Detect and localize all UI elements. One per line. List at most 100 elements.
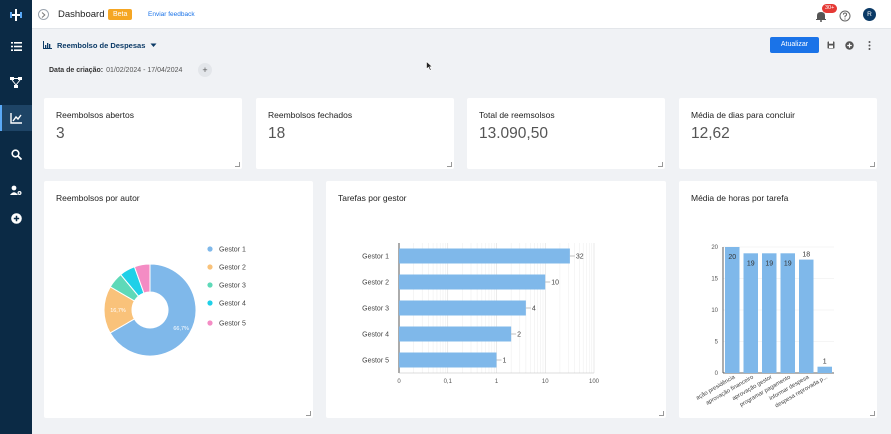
kpi-value: 3 xyxy=(56,125,65,142)
x-tick-label: 10 xyxy=(542,379,549,385)
legend-marker xyxy=(207,282,213,288)
chart-card-vbar: Média de horas por tarefa 0 5 10 15 20 20 ação… xyxy=(679,181,877,418)
search-icon xyxy=(10,148,22,160)
y-tick-label: Gestor 5 xyxy=(362,358,389,365)
legend-label: Gestor 3 xyxy=(219,283,246,290)
legend-marker xyxy=(207,320,213,326)
legend-label: Gestor 4 xyxy=(219,301,246,308)
notifications-button[interactable] xyxy=(815,9,827,22)
more-options-button[interactable] xyxy=(863,39,875,51)
bar-data-label: 32 xyxy=(576,254,584,261)
kpi-value: 12,62 xyxy=(691,125,730,142)
sidebar-item-reports[interactable] xyxy=(0,105,32,131)
x-tick-label: 0,1 xyxy=(444,379,453,385)
kpi-title: Reembolsos abertos xyxy=(56,110,134,120)
kpi-card-average-days: Média de dias para concluir 12,62 xyxy=(679,98,877,169)
sidebar-item-users[interactable] xyxy=(0,177,32,203)
update-button[interactable]: Atualizar xyxy=(770,37,819,53)
chart-title: Média de horas por tarefa xyxy=(691,193,789,203)
filter-label: Data de criação: xyxy=(49,66,104,74)
y-tick-label: Gestor 3 xyxy=(362,306,389,313)
y-tick-label: 0 xyxy=(715,371,719,377)
kpi-value: 18 xyxy=(268,125,286,142)
pie-chart: 66,7% 16,7% Gestor 1 Gestor 2 Gestor 3 Gestor… xyxy=(103,246,246,357)
bar xyxy=(399,352,497,368)
notification-count-badge: 30+ xyxy=(822,4,838,13)
kpi-title: Média de dias para concluir xyxy=(691,110,795,120)
sidebar-item-search[interactable] xyxy=(0,141,32,167)
add-circle-icon xyxy=(844,40,854,50)
page-title: Dashboard xyxy=(58,9,105,20)
bar-data-label: 10 xyxy=(551,280,559,287)
pie-data-label: 66,7% xyxy=(173,326,189,332)
bar xyxy=(817,366,832,373)
kpi-card-open: Reembolsos abertos 3 xyxy=(44,98,242,169)
app-logo[interactable] xyxy=(0,0,32,30)
resize-handle[interactable] xyxy=(235,162,240,167)
bar xyxy=(399,326,512,342)
bell-icon xyxy=(816,12,826,22)
legend-marker xyxy=(207,264,213,270)
chart-title: Tarefas por gestor xyxy=(338,193,407,203)
y-tick-label: 15 xyxy=(711,277,718,283)
feedback-link[interactable]: Enviar feedback xyxy=(148,11,195,18)
resize-handle[interactable] xyxy=(447,162,452,167)
y-tick-label: Gestor 2 xyxy=(362,280,389,287)
bar xyxy=(399,274,546,290)
legend-marker xyxy=(207,246,213,252)
pie-data-label: 16,7% xyxy=(110,308,126,314)
mouse-cursor-icon xyxy=(426,61,433,71)
horizontal-bar-chart: 0 0,1 1 10 100 Gestor 1 32 Gestor 2 10 Gestor 3 4 G… xyxy=(362,243,600,385)
user-settings-icon xyxy=(10,185,22,195)
kpi-card-closed: Reembolsos fechados 18 xyxy=(256,98,454,169)
beta-badge: Beta xyxy=(108,9,133,20)
report-selector[interactable]: Reembolso de Despesas xyxy=(43,39,157,51)
logo-icon xyxy=(10,9,22,21)
resize-handle[interactable] xyxy=(658,162,663,167)
resize-handle[interactable] xyxy=(306,411,311,416)
y-tick-label: 20 xyxy=(711,245,718,251)
help-button[interactable] xyxy=(839,9,851,22)
sidebar-item-add[interactable] xyxy=(0,205,32,231)
y-tick-label: Gestor 4 xyxy=(362,332,389,339)
bar xyxy=(799,259,814,373)
collapse-sidebar-button[interactable] xyxy=(38,9,49,20)
report-title: Reembolso de Despesas xyxy=(57,40,146,50)
chart-card-hbar: Tarefas por gestor 0 0,1 1 10 100 Gestor 1 32 G… xyxy=(326,181,666,418)
filter-value: 01/02/2024 - 17/04/2024 xyxy=(106,66,183,74)
chevron-right-icon xyxy=(41,11,46,18)
y-tick-label: 5 xyxy=(715,340,719,346)
bar-data-label: 19 xyxy=(747,260,755,267)
x-tick-label: 1 xyxy=(495,379,499,385)
list-icon xyxy=(10,41,22,51)
y-tick-label: 10 xyxy=(711,308,718,314)
legend-label: Gestor 5 xyxy=(219,321,246,328)
date-filter[interactable]: Data de criação: 01/02/2024 - 17/04/2024… xyxy=(43,63,212,77)
bar-data-label: 19 xyxy=(765,260,773,267)
pie-slice xyxy=(133,263,151,294)
bar xyxy=(743,253,758,373)
add-widget-button[interactable] xyxy=(843,39,855,51)
resize-handle[interactable] xyxy=(870,411,875,416)
legend-label: Gestor 2 xyxy=(219,265,246,272)
resize-handle[interactable] xyxy=(659,411,664,416)
sidebar-item-tasks[interactable] xyxy=(0,33,32,59)
y-tick-label: Gestor 1 xyxy=(362,254,389,261)
bar-data-label: 18 xyxy=(802,252,810,259)
bar-data-label: 19 xyxy=(784,260,792,267)
chart-card-pie: Reembolsos por autor 66,7% 16,7% Gestor 1 G… xyxy=(44,181,313,418)
user-avatar[interactable]: R xyxy=(863,8,876,21)
sidebar-item-flows[interactable] xyxy=(0,69,32,95)
chart-icon xyxy=(10,112,22,124)
x-tick-label: 0 xyxy=(397,379,401,385)
flow-icon xyxy=(10,76,22,88)
resize-handle[interactable] xyxy=(870,162,875,167)
save-button[interactable] xyxy=(825,39,837,51)
x-tick-label: 100 xyxy=(589,379,600,385)
legend-label: Gestor 1 xyxy=(219,247,246,254)
kpi-value: 13.090,50 xyxy=(479,125,548,142)
help-icon xyxy=(839,10,851,22)
kpi-title: Total de reemsolsos xyxy=(479,110,555,120)
add-filter-button[interactable]: + xyxy=(198,63,212,77)
